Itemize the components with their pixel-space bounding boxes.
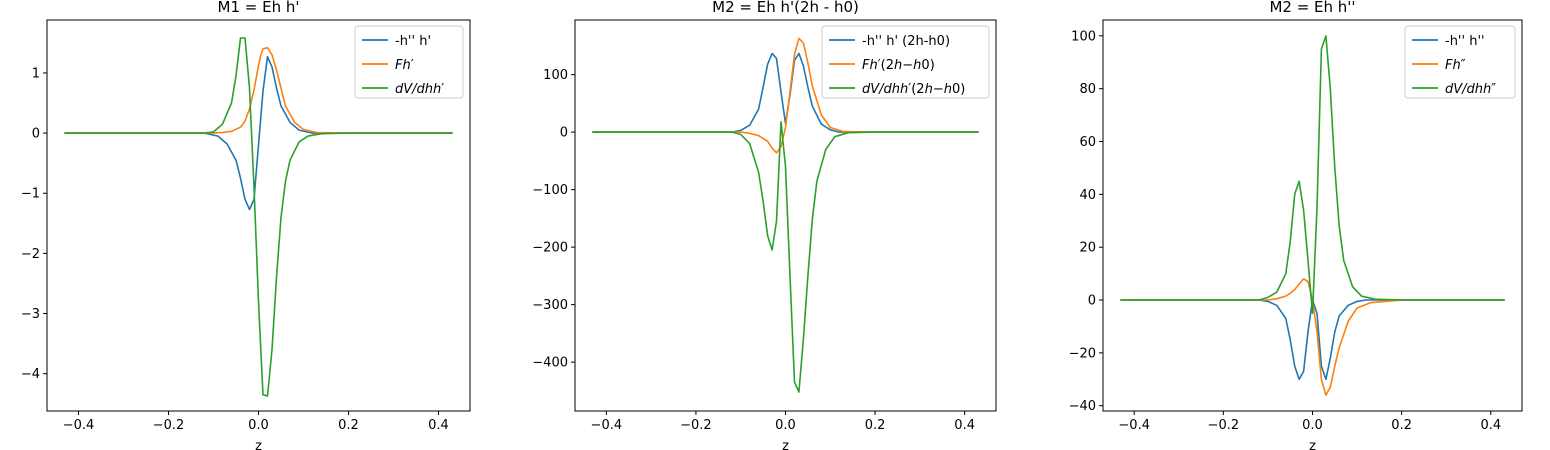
x-tick-label: −0.4 (63, 418, 95, 433)
y-tick-label: −100 (532, 183, 568, 198)
y-tick-label: 100 (543, 68, 568, 83)
chart-title: M2 = Eh h'(2h - h0) (712, 0, 859, 16)
y-tick-label: 60 (1079, 135, 1096, 150)
y-tick-label: −1 (21, 187, 40, 202)
x-tick-label: 0.4 (428, 418, 449, 433)
chart-title: M1 = Eh h' (218, 0, 300, 16)
series-line-3 (592, 121, 979, 393)
y-tick-label: −4 (21, 367, 40, 382)
y-tick-label: 1 (32, 66, 40, 81)
legend-label: dV/dhh′ (395, 82, 444, 97)
y-tick-label: 0 (32, 127, 40, 142)
legend: -h'' h' (2h-h0) Fh′(2h−h0) dV/dhh′(2h−h0) (821, 25, 990, 99)
y-tick-label: −3 (21, 307, 40, 322)
y-tick-label: −40 (1069, 399, 1096, 414)
x-tick-label: −0.4 (591, 418, 623, 433)
legend-label: dV/dhh″ (1445, 82, 1496, 97)
x-tick-label: 0.2 (865, 418, 886, 433)
y-tick-label: −300 (532, 298, 568, 313)
x-tick-label: 0.2 (1391, 418, 1412, 433)
legend-box (1404, 25, 1516, 99)
chart-panel-1: M1 = Eh h' −0.4 −0.2 0.0 0.2 0.4 1 0 −1 −2 −3 −4 z -h… (21, 0, 471, 450)
x-tick-label: −0.2 (153, 418, 185, 433)
y-tick-label: 100 (1071, 29, 1096, 44)
y-tick-label: −2 (21, 247, 40, 262)
x-tick-label: 0.0 (1302, 418, 1323, 433)
legend-label: -h'' h'' (1445, 34, 1485, 49)
legend-box (354, 25, 464, 99)
series-line-2 (592, 37, 979, 154)
x-tick-label: 0.0 (775, 418, 796, 433)
chart-panel-2: M2 = Eh h'(2h - h0) −0.4 −0.2 0.0 0.2 0.4 100 0… (532, 0, 997, 450)
chart-title: M2 = Eh h'' (1269, 0, 1355, 16)
legend-label: dV/dhh′(2h−h0) (862, 82, 965, 97)
legend-label: -h'' h' (395, 34, 431, 49)
x-tick-label: 0.0 (248, 418, 269, 433)
x-axis-label: z (1309, 439, 1316, 450)
series-line-2 (64, 46, 453, 134)
legend-label: Fh′ (395, 58, 414, 73)
x-tick-label: 0.4 (954, 418, 975, 433)
y-tick-label: −20 (1069, 346, 1096, 361)
y-tick-label: 40 (1079, 188, 1096, 203)
x-tick-label: −0.4 (1118, 418, 1150, 433)
legend-label: Fh′(2h−h0) (862, 58, 935, 73)
legend: -h'' h'' Fh″ dV/dhh″ (1404, 25, 1516, 99)
x-axis-label: z (782, 439, 789, 450)
legend-label: Fh″ (1445, 58, 1466, 73)
y-tick-label: 80 (1079, 82, 1096, 97)
series-line-2 (1120, 278, 1505, 396)
legend-box (821, 25, 990, 99)
y-tick-label: 20 (1079, 241, 1096, 256)
x-tick-label: −0.2 (1208, 418, 1240, 433)
y-tick-label: 0 (560, 126, 568, 141)
x-axis-label: z (255, 439, 262, 450)
y-tick-label: −200 (532, 241, 568, 256)
series-line-3 (1120, 35, 1505, 315)
x-tick-label: −0.2 (680, 418, 712, 433)
y-tick-label: −400 (532, 356, 568, 371)
legend: -h'' h' Fh′ dV/dhh′ (354, 25, 464, 99)
series-line-3 (64, 37, 453, 397)
chart-panel-3: M2 = Eh h'' −0.4 −0.2 0.0 0.2 0.4 100 80 60 40 20 0… (1069, 0, 1523, 450)
y-tick-label: 0 (1088, 294, 1096, 309)
series-line-1 (64, 55, 453, 211)
x-tick-label: 0.4 (1480, 418, 1501, 433)
x-tick-label: 0.2 (338, 418, 359, 433)
legend-label: -h'' h' (2h-h0) (862, 34, 950, 49)
